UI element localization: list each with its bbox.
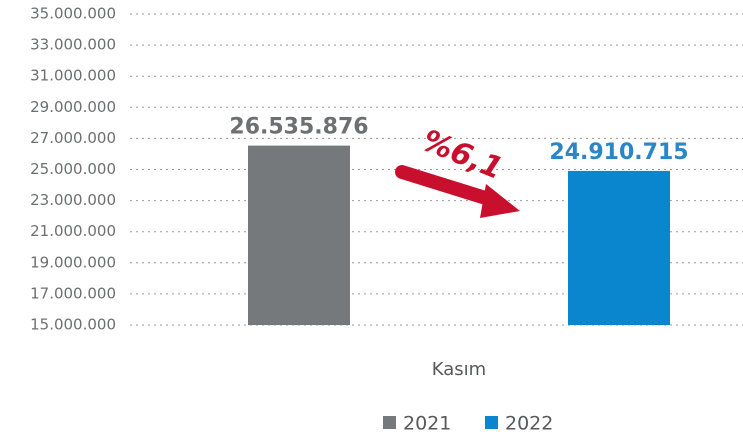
y-tick-label: 21.000.000 bbox=[30, 222, 116, 240]
bar bbox=[568, 170, 670, 325]
y-tick-label: 23.000.000 bbox=[30, 191, 116, 209]
y-tick-label: 27.000.000 bbox=[30, 129, 116, 147]
y-tick-label: 31.000.000 bbox=[30, 67, 116, 85]
change-arrow bbox=[395, 165, 499, 207]
y-tick-label: 25.000.000 bbox=[30, 160, 116, 178]
y-tick-label: 15.000.000 bbox=[30, 316, 116, 334]
y-tick-label: 19.000.000 bbox=[30, 253, 116, 271]
y-tick-label: 29.000.000 bbox=[30, 98, 116, 116]
data-label: 26.535.876 bbox=[229, 115, 368, 140]
y-tick-label: 17.000.000 bbox=[30, 284, 116, 302]
data-label: 24.910.715 bbox=[549, 140, 688, 165]
x-tick-label: Kasım bbox=[432, 359, 486, 380]
bar bbox=[248, 145, 350, 325]
change-arrow-head bbox=[480, 184, 520, 218]
legend-label: 2021 bbox=[403, 413, 451, 435]
legend-label: 2022 bbox=[505, 413, 553, 435]
y-tick-label: 35.000.000 bbox=[30, 5, 116, 23]
legend-swatch bbox=[383, 416, 396, 429]
y-tick-label: 33.000.000 bbox=[30, 36, 116, 54]
legend-swatch bbox=[485, 416, 498, 429]
